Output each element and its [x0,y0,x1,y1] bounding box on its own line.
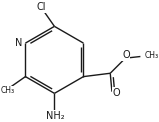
Text: O: O [112,87,120,97]
Text: Cl: Cl [36,2,46,12]
Text: NH₂: NH₂ [46,111,65,121]
Text: O: O [122,50,130,60]
Text: CH₃: CH₃ [1,86,15,95]
Text: N: N [15,38,22,48]
Text: CH₃: CH₃ [145,51,159,60]
